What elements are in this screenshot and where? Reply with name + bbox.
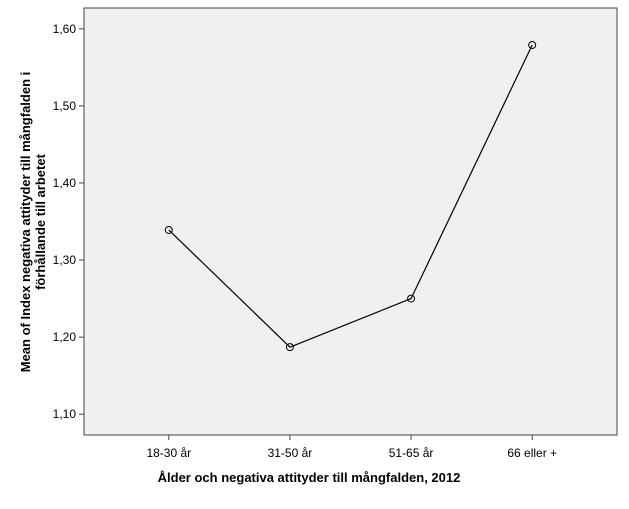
marker	[407, 294, 416, 303]
x-tick-label: 66 eller +	[507, 446, 557, 460]
y-axis-title: förhållande till arbetet	[33, 153, 48, 289]
x-tick-label: 51-65 år	[389, 446, 434, 460]
y-tick-label: 1,40	[53, 176, 77, 190]
plot-area	[83, 7, 618, 436]
y-tick-label: 1,30	[53, 253, 77, 267]
marker	[164, 225, 173, 234]
y-tick-label: 1,10	[53, 407, 77, 421]
y-tick-label: 1,50	[53, 99, 77, 113]
y-axis-title: Mean of Index negativa attityder till må…	[18, 72, 33, 373]
marker	[285, 343, 294, 352]
x-tick-label: 31-50 år	[268, 446, 313, 460]
x-axis-title: Ålder och negativa attityder till mångfa…	[158, 470, 461, 485]
y-tick-label: 1,60	[53, 22, 77, 36]
x-tick-label: 18-30 år	[146, 446, 191, 460]
marker	[528, 40, 537, 49]
y-tick-label: 1,20	[53, 330, 77, 344]
line	[168, 44, 533, 348]
